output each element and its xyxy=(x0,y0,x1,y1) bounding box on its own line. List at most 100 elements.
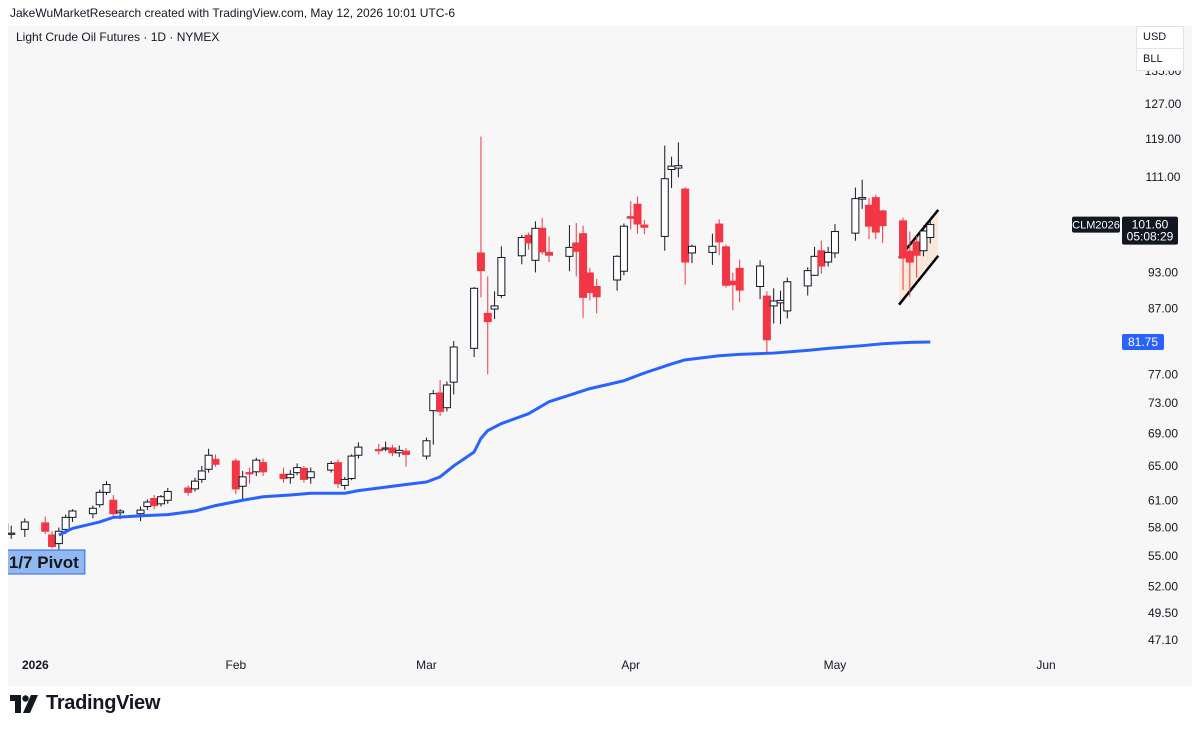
price-axis-label: 52.00 xyxy=(1148,580,1178,594)
candle-body xyxy=(483,312,492,323)
candle-body xyxy=(116,510,125,514)
candle-body xyxy=(824,251,833,263)
candle-body xyxy=(340,478,349,486)
candle-body xyxy=(197,470,206,480)
candle-body xyxy=(102,484,111,493)
candle-body xyxy=(817,250,826,267)
candle-body xyxy=(660,178,669,237)
ma-price-tag xyxy=(1122,334,1164,351)
time-axis-label: Feb xyxy=(226,658,247,672)
symbol-title[interactable]: Light Crude Oil Futures · 1D · NYMEX xyxy=(16,30,220,44)
candle-body xyxy=(912,241,921,256)
candle-body xyxy=(810,255,819,276)
last-price-label: 101.60 xyxy=(1132,218,1169,232)
candle-body xyxy=(626,216,635,219)
candle-body xyxy=(354,446,363,456)
channel-lower-line xyxy=(898,254,940,306)
candle-body xyxy=(476,252,485,272)
last-price-tag xyxy=(1122,216,1178,245)
price-axis-label: 49.50 xyxy=(1148,606,1178,620)
candle-body xyxy=(211,458,220,465)
moving-average-line xyxy=(58,340,931,537)
ma-price-label: 81.75 xyxy=(1128,335,1158,349)
time-axis-label: Apr xyxy=(621,658,640,672)
price-axis-label: 61.00 xyxy=(1148,493,1178,507)
candle-body xyxy=(54,530,63,545)
candle-body xyxy=(184,487,193,493)
candle-body xyxy=(674,165,683,169)
candle-body xyxy=(830,231,839,254)
tradingview-logo: TradingView xyxy=(10,692,160,715)
unit-selector[interactable]: USD BLL xyxy=(1136,26,1184,71)
candle-body xyxy=(286,473,295,479)
price-axis-label: 127.00 xyxy=(1145,97,1182,111)
candle-body xyxy=(728,280,737,286)
candle-body xyxy=(579,233,588,298)
price-axis-label: 55.00 xyxy=(1148,549,1178,563)
ma-layer xyxy=(58,340,931,537)
candle-body xyxy=(449,346,458,383)
candle-body xyxy=(374,449,383,452)
price-axis-label: 58.00 xyxy=(1148,521,1178,535)
time-axis-label: 2026 xyxy=(22,658,49,672)
candle-body xyxy=(204,454,213,470)
candle-body xyxy=(279,473,288,480)
tradingview-brand: TradingView xyxy=(46,692,161,714)
candle-body xyxy=(715,223,724,243)
price-axis-label: 119.00 xyxy=(1145,132,1181,146)
candle-body xyxy=(333,462,342,485)
candle-body xyxy=(722,246,731,286)
candle-body xyxy=(109,499,118,515)
candle-body xyxy=(851,198,860,234)
candle-body xyxy=(871,197,880,233)
candle-body xyxy=(299,467,308,480)
candle-body xyxy=(306,471,315,479)
unit-currency[interactable]: USD xyxy=(1143,31,1167,43)
candle-body xyxy=(640,224,649,228)
candle-body xyxy=(531,227,540,261)
candle-body xyxy=(538,227,547,253)
candle-body xyxy=(497,256,506,297)
candle-body xyxy=(524,234,533,244)
candle-body xyxy=(572,242,581,252)
candle-body xyxy=(619,225,628,272)
ticker-tag xyxy=(1072,216,1120,233)
candle-body xyxy=(293,467,302,474)
candle-body xyxy=(8,532,16,535)
candle-body xyxy=(756,265,765,288)
candle-body xyxy=(231,460,240,490)
candle-body xyxy=(422,440,431,457)
unit-measure[interactable]: BLL xyxy=(1137,48,1183,70)
ticker-label: CLM2026 xyxy=(1072,220,1120,232)
candle-body xyxy=(245,472,254,475)
candle-body xyxy=(20,521,29,530)
candle-body xyxy=(442,384,451,409)
candle-body xyxy=(88,507,97,515)
candle-body xyxy=(48,534,57,547)
candle-body xyxy=(470,287,479,349)
candle-body xyxy=(565,246,574,257)
candle-body xyxy=(687,245,696,254)
time-axis-label: Mar xyxy=(416,658,437,672)
price-axis-label: 73.00 xyxy=(1148,396,1178,410)
candle-body xyxy=(402,450,411,455)
price-axis-label: 65.00 xyxy=(1148,459,1178,473)
candle-layer xyxy=(8,136,935,551)
chart-credit: JakeWuMarketResearch created with Tradin… xyxy=(10,6,456,20)
candle-body xyxy=(238,476,247,487)
candle-body xyxy=(905,250,914,263)
price-chart[interactable]: 47.10 49.50 52.00 55.00 58.00 61.00 65.00 69.00… xyxy=(8,26,1192,686)
candle-body xyxy=(762,295,771,341)
candle-body xyxy=(136,509,145,515)
candle-body xyxy=(858,197,867,200)
candle-body xyxy=(545,251,554,256)
candle-body xyxy=(864,204,873,227)
candle-body xyxy=(613,255,622,281)
candle-body xyxy=(517,236,526,257)
candle-body xyxy=(585,272,594,293)
chart-panel[interactable]: 47.10 49.50 52.00 55.00 58.00 61.00 65.00 69.00… xyxy=(8,26,1192,686)
candle-body xyxy=(163,490,172,501)
candle-body xyxy=(191,480,200,490)
candle-body xyxy=(919,230,928,252)
